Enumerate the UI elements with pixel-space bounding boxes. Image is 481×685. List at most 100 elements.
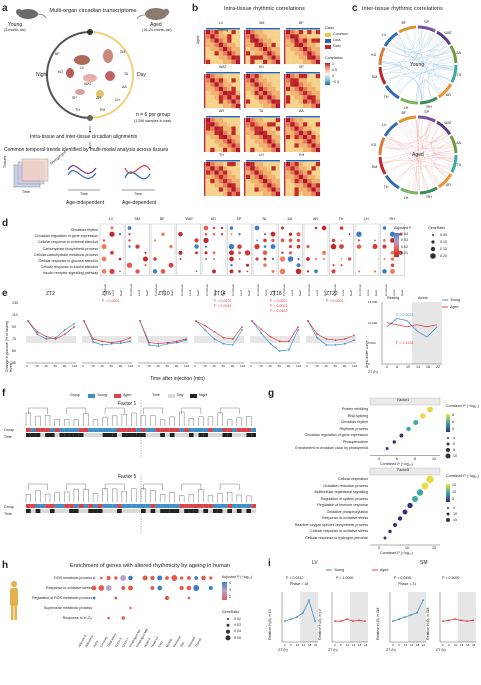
g-f5-dot-8 [388,529,392,534]
d-dot [271,238,275,243]
f-legend-aged: Aged [123,393,132,397]
f5-row-group: Group [4,505,14,509]
d-dot [238,258,241,260]
i-pt-sm-young [410,614,412,616]
f5-time-cell [136,509,141,513]
f1-group-cell [160,428,165,432]
g-f1-dot-0 [427,406,433,413]
heatmap-wat [204,72,241,109]
heatmap-young-axis-label: Young [218,28,229,32]
d-legend-adjp-bar [394,233,399,257]
f5-group-cell [217,504,223,508]
f1-group-cell [83,428,89,432]
e-xtick-5-1: 15 [315,364,319,368]
day-label: Day [137,72,146,78]
aged-link [386,137,440,184]
f1-group-cell [35,428,41,432]
g-f1-term-0: Protein refolding [341,407,368,411]
f1-time-cell [212,433,218,437]
g-f1-size-dot-2 [446,448,450,452]
g-f5-dot-4 [407,502,413,509]
f5-group-cell [145,504,151,508]
e-aged-line-4 [251,320,299,342]
e-xtick-4-4: 90 [286,364,291,368]
aged-link [405,119,420,138]
d-dot [229,256,234,262]
d-col-rh-1: Loss [391,289,396,296]
alignment-text: Intra-tissue and inter-tissue circadian … [30,134,138,140]
g-f5-dot-3 [412,496,418,502]
f1-group-cell [78,428,84,432]
f5-group-cell [136,504,141,508]
g-f5-legend-tick-1: 10 [452,490,456,494]
d-col-wat-1: Loss [187,289,192,296]
d-dot [118,233,122,236]
h-dot [150,586,155,590]
f5-time-cell [174,509,180,513]
d-tissue-sp: SP [236,217,242,221]
f5-time-cell [145,509,151,513]
age-dep-time: Time [134,192,142,196]
f5-group-cell [184,504,189,508]
f1-group-cell [121,428,127,432]
h-legend-adjp-bar [222,582,227,600]
g-f5-dot-7 [393,523,397,527]
d-dot [332,263,335,267]
aged-arc-rh [419,186,438,195]
heatmap-class-bar-side [244,162,246,196]
d-adjp-tick-3: 0.02 [401,245,408,249]
aged-link [415,119,418,191]
young-link [423,75,451,101]
f1-time-cell [26,433,31,437]
age-dependent-label: Age-dependent [122,200,157,206]
d-dot [288,245,293,249]
i-lv-p1: P = 0.0342 [286,576,304,580]
auc-xtick-5: 22 [436,365,440,369]
e-xtick-1-1: 15 [91,364,95,368]
organ-label-lv: LV [80,66,85,70]
d-dot [110,226,114,230]
f5-time-cell [212,509,218,513]
e-young-pt [92,341,95,343]
f5-group-cell [64,504,70,508]
heatmap-class-bar [246,72,280,74]
i-line-lv-aged [335,618,366,622]
f5-time-cell [117,509,122,513]
g-f5-dot-2 [416,489,424,496]
d-box-lh [354,223,380,276]
d-tissue-ar: AR [313,217,318,221]
d-dot [399,232,402,236]
corr-tick-1: 1 [332,62,334,66]
i-xtick-sm-aged-2: 10 [454,643,458,647]
aged-organ-ta: TA [456,163,462,168]
young-organ-lv: LV [382,32,387,37]
i-sm-p1: P = 0.0456 [394,576,412,580]
aged-arc-ta [450,154,458,173]
heatmap-class-bar [206,116,240,118]
i-xtick-lv-aged-1: 6 [340,643,342,647]
f5-time-cell [164,509,170,513]
aged-link [382,131,446,164]
f5-group-cell [160,504,165,508]
d-dot [229,226,234,230]
e-aged-pt [110,341,113,344]
e-xtick-1-4: 90 [118,364,123,368]
i-xtick-sm-aged-3: 14 [460,643,464,647]
aged-link [387,135,418,191]
f1-group-cell [40,428,46,432]
h-dot [187,596,191,600]
heatmap-title-wat: WAT [219,65,227,69]
young-link [398,67,454,96]
heatmap-class-bar [246,28,280,30]
f5-group-cell [73,504,79,508]
i-xtick-lv-young-3: 14 [302,643,306,647]
heatmap-title-sp: SP [299,65,304,69]
f1-time-cell [179,433,185,437]
e-young-pt [343,342,346,345]
f5-group-cell [40,504,46,508]
e-xtick-3-5: 120 [240,364,246,368]
e-young-pt [316,336,319,339]
e-zt-3: ZT14 [214,291,226,297]
f5-group-cell [45,504,50,508]
g-f5-legend-tick-0: 15 [452,483,456,487]
